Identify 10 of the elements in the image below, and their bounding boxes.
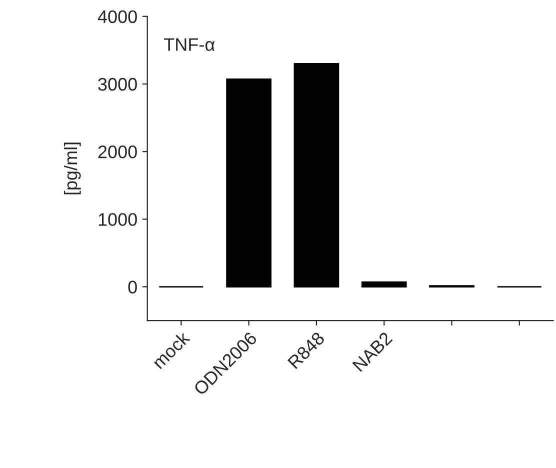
y-tick-label: 3000 bbox=[98, 78, 137, 91]
y-tick-label: 2000 bbox=[98, 146, 137, 158]
y-tick-label: 1000 bbox=[98, 213, 137, 226]
y-tick-label: 0 bbox=[128, 280, 137, 294]
bar bbox=[294, 63, 340, 288]
y-axis-title: [pg/ml] bbox=[64, 142, 81, 194]
annotation: TNF-α bbox=[164, 38, 215, 51]
y-tick-label: 4000 bbox=[98, 10, 137, 24]
bar bbox=[361, 281, 407, 288]
bar bbox=[226, 78, 272, 288]
